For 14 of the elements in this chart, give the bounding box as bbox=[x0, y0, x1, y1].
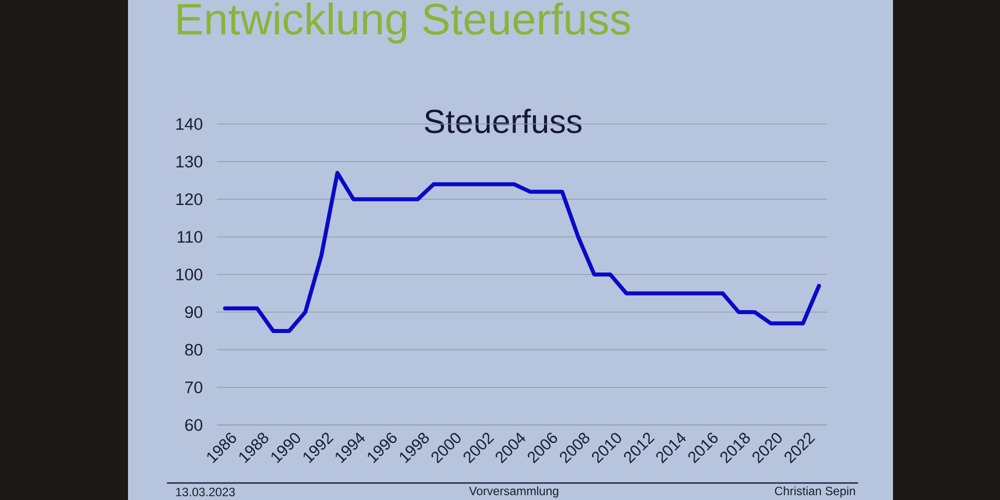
y-tick-label: 60 bbox=[185, 419, 202, 431]
y-tick-label: 90 bbox=[185, 306, 202, 318]
text: 13.03.2023 bbox=[176, 488, 235, 496]
text: Christian Sepin bbox=[774, 486, 855, 498]
chart-subtitle: Steuerfuss bbox=[424, 108, 582, 134]
chart-title: Entwicklung Steuerfuss bbox=[178, 2, 630, 44]
y-tick-label: 130 bbox=[176, 156, 202, 168]
y-tick-label: 100 bbox=[176, 268, 202, 280]
y-tick-label: 110 bbox=[178, 230, 202, 243]
y-tick-label: 120 bbox=[176, 193, 202, 206]
y-tick-label: 70 bbox=[185, 381, 202, 394]
y-tick-label: 80 bbox=[185, 344, 202, 356]
text: Vorversammlung bbox=[469, 486, 558, 498]
y-tick-label: 140 bbox=[176, 118, 202, 130]
